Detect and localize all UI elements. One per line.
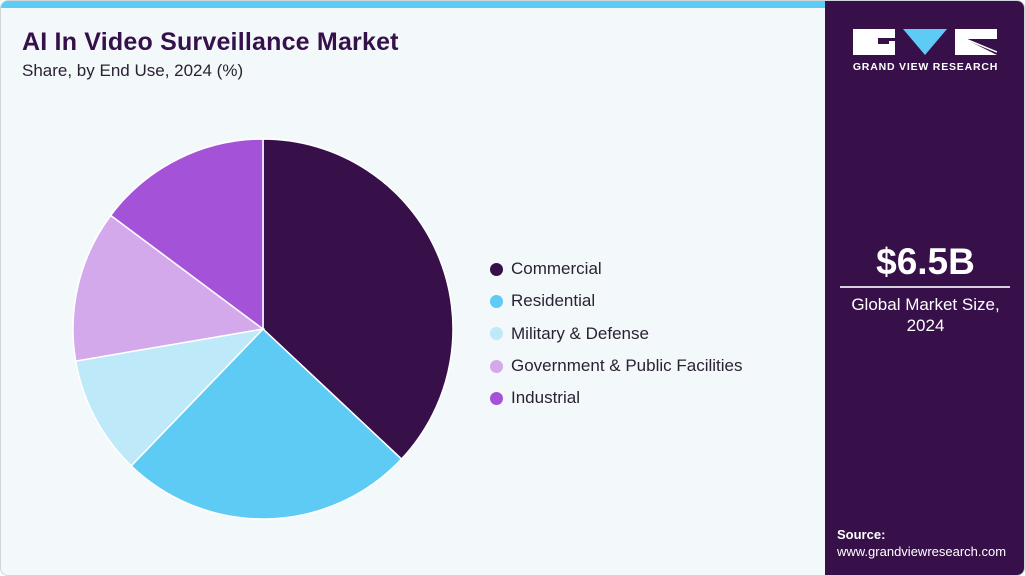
sidebar-panel: GRAND VIEW RESEARCH $6.5B Global Market … <box>825 1 1024 575</box>
legend-dot-icon <box>490 294 503 308</box>
market-label-line1: Global Market Size, <box>851 295 1000 314</box>
legend-label: Government & Public Facilities <box>511 356 743 376</box>
chart-subtitle: Share, by End Use, 2024 (%) <box>22 61 244 80</box>
legend-dot-icon <box>490 391 503 405</box>
pie-chart <box>72 138 454 520</box>
legend-label: Industrial <box>511 388 580 408</box>
legend-dot-icon <box>490 359 503 373</box>
legend-label: Residential <box>511 291 596 311</box>
pie-slice-commercial <box>262 138 454 461</box>
market-size-value: $6.5B <box>876 241 975 282</box>
chart-title: AI In Video Surveillance Market <box>22 28 399 56</box>
legend-dot-icon <box>490 327 503 341</box>
accent-bar <box>1 1 825 8</box>
legend-item-residential: Residential <box>490 285 742 317</box>
source-label: Source: <box>837 527 886 542</box>
logo-text: GRAND VIEW RESEARCH <box>852 61 999 73</box>
pie-slice-military-defense <box>74 327 266 467</box>
divider <box>840 286 1010 288</box>
legend-label: Commercial <box>511 259 602 279</box>
gvr-logo-icon <box>853 29 997 55</box>
chart-legend: Commercial Residential Military & Defens… <box>490 253 742 414</box>
legend-label: Military & Defense <box>511 323 649 343</box>
market-size-label: Global Market Size, 2024 <box>825 294 1024 336</box>
legend-item-industrial: Industrial <box>490 382 742 414</box>
source-link[interactable]: www.grandviewresearch.com <box>837 544 1007 559</box>
legend-item-commercial: Commercial <box>490 253 742 285</box>
legend-item-military-defense: Military & Defense <box>490 318 742 350</box>
legend-dot-icon <box>490 262 503 276</box>
pie-slice-industrial <box>109 138 264 331</box>
market-label-line2: 2024 <box>906 316 945 335</box>
legend-item-government-public: Government & Public Facilities <box>490 350 742 382</box>
pie-slice-government-public-facilities <box>72 214 265 362</box>
pie-slice-residential <box>130 327 403 520</box>
